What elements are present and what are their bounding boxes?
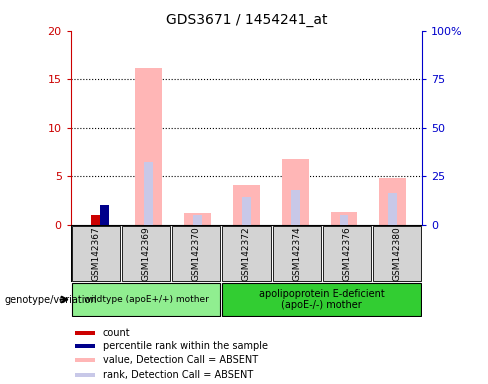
Title: GDS3671 / 1454241_at: GDS3671 / 1454241_at [166,13,327,27]
Bar [331,212,357,225]
Bar [323,226,371,281]
Text: rank, Detection Call = ABSENT: rank, Detection Call = ABSENT [103,370,253,380]
Text: GSM142367: GSM142367 [91,226,101,281]
Text: wildtype (apoE+/+) mother: wildtype (apoE+/+) mother [83,295,208,304]
Text: GSM142374: GSM142374 [292,226,301,281]
Bar [282,159,309,225]
Bar [72,226,120,281]
Bar [388,193,397,225]
Text: GSM142380: GSM142380 [392,226,402,281]
Bar [172,226,221,281]
Bar [380,178,407,225]
Bar [100,205,109,225]
Bar [136,68,163,225]
Text: GSM142372: GSM142372 [242,226,251,281]
Bar [233,185,260,225]
Bar [72,283,221,316]
Text: apolipoprotein E-deficient
(apoE-/-) mother: apolipoprotein E-deficient (apoE-/-) mot… [259,289,385,310]
Text: GSM142369: GSM142369 [142,226,151,281]
Bar [144,162,153,225]
Bar [223,226,270,281]
Text: GSM142376: GSM142376 [342,226,351,281]
Bar [75,344,95,348]
Bar [75,373,95,377]
Bar [340,215,348,225]
Bar [91,215,100,225]
Bar [184,213,211,225]
Bar [193,215,202,225]
Bar [122,226,170,281]
Text: genotype/variation: genotype/variation [5,295,98,305]
Bar [272,226,321,281]
Text: percentile rank within the sample: percentile rank within the sample [103,341,268,351]
Text: GSM142370: GSM142370 [192,226,201,281]
Bar [242,197,251,225]
Bar [291,190,300,225]
Bar [223,283,421,316]
Bar [75,331,95,335]
Text: value, Detection Call = ABSENT: value, Detection Call = ABSENT [103,355,258,365]
Bar [373,226,421,281]
Text: count: count [103,328,130,338]
Bar [75,358,95,362]
